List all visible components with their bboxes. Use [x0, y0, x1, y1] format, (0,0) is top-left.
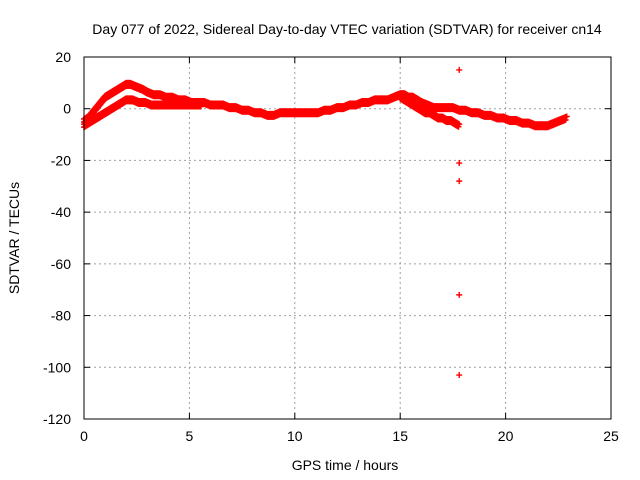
chart-title: Day 077 of 2022, Sidereal Day-to-day VTE…: [92, 21, 602, 37]
y-tick-label: 0: [63, 101, 71, 117]
y-tick-label: -20: [51, 152, 71, 168]
data-point-marker: [197, 103, 204, 110]
axis-ticks: 0 5 10 15 20 25 -120 -100 -80 -60 -40 -20 0 20: [43, 49, 619, 444]
x-tick-label: 20: [498, 428, 514, 444]
x-tick-label: 0: [80, 428, 88, 444]
x-tick-label: 25: [603, 428, 619, 444]
data-point-marker: [562, 116, 569, 123]
data-point-marker: [456, 66, 463, 73]
y-axis-label: SDTVAR / TECUs: [6, 182, 22, 294]
y-tick-label: 20: [55, 49, 71, 65]
data-point-marker: [456, 372, 463, 379]
data-points: [81, 66, 570, 379]
plot-frame: [83, 56, 612, 420]
x-tick-label: 10: [287, 428, 303, 444]
y-tick-label: -40: [51, 204, 71, 220]
y-tick-label: -100: [43, 359, 71, 375]
data-point-marker: [456, 121, 463, 128]
data-point-marker: [456, 178, 463, 185]
data-point-marker: [199, 100, 206, 107]
data-point-marker: [456, 160, 463, 167]
data-point-marker: [456, 291, 463, 298]
x-tick-label: 15: [392, 428, 408, 444]
x-tick-label: 5: [186, 428, 194, 444]
y-tick-label: -80: [51, 308, 71, 324]
x-axis-label: GPS time / hours: [292, 457, 399, 473]
y-tick-label: -60: [51, 256, 71, 272]
data-point-marker: [563, 113, 570, 120]
y-tick-label: -120: [43, 411, 71, 427]
